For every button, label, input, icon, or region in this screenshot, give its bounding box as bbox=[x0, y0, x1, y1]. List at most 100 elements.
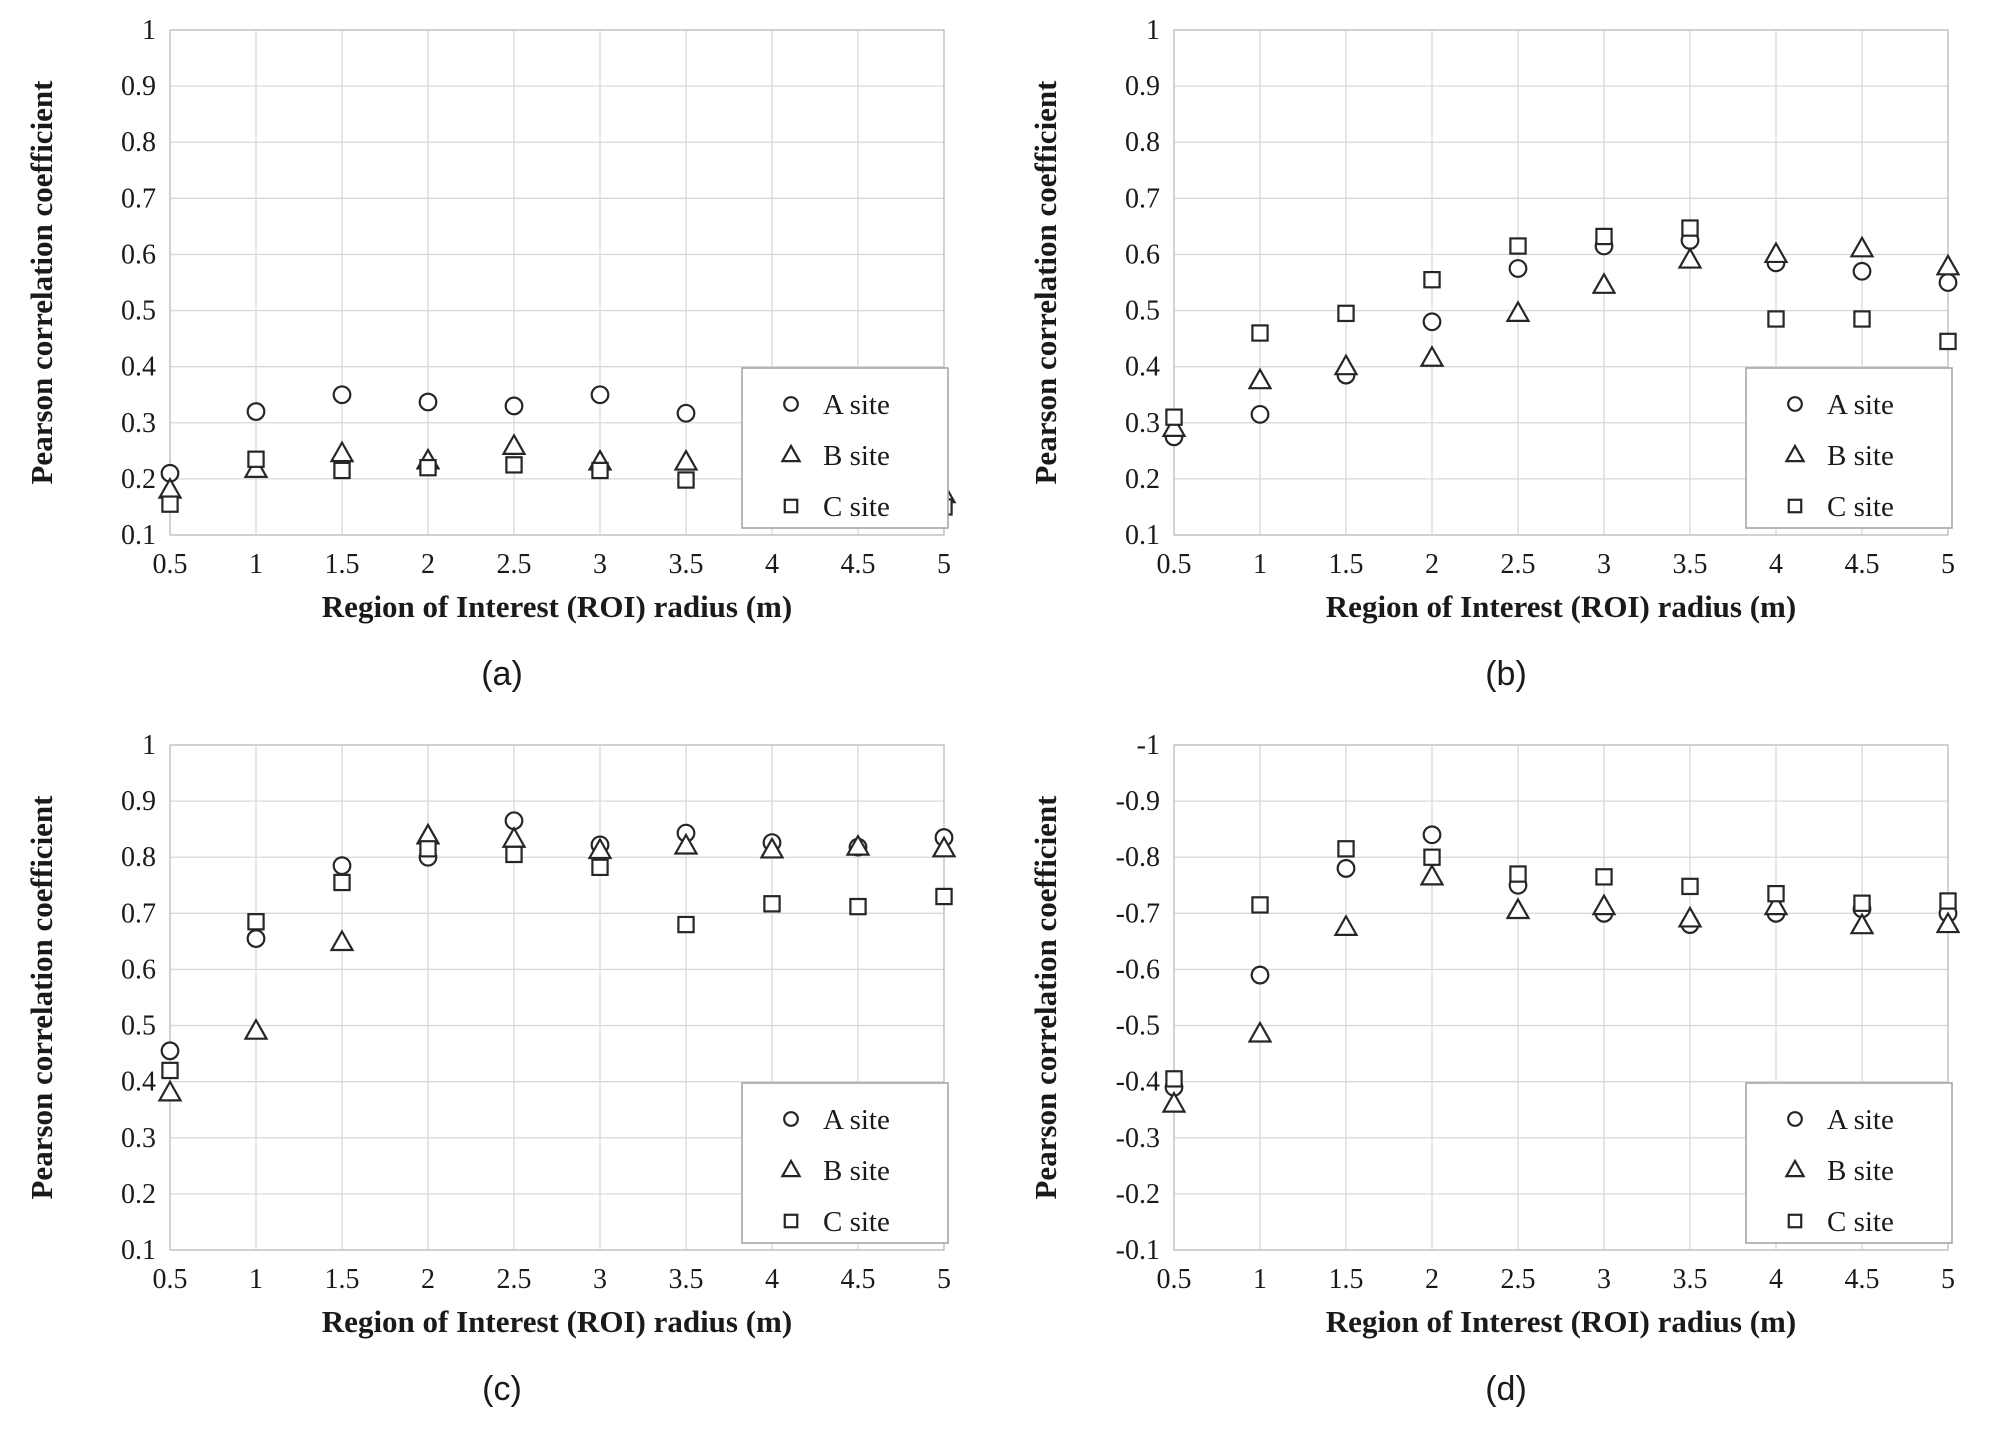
data-point-c-site bbox=[677, 915, 695, 934]
legend-square-icon bbox=[783, 1213, 799, 1229]
legend-square-icon bbox=[1787, 498, 1803, 514]
plot-border bbox=[169, 29, 945, 536]
x-tick-label: 4.5 bbox=[1845, 1264, 1880, 1295]
legend-circle-icon bbox=[783, 396, 799, 412]
data-point-b-site bbox=[157, 1079, 183, 1102]
data-point-c-site bbox=[247, 450, 265, 468]
data-point-a-site bbox=[504, 396, 524, 416]
x-tick-label: 4 bbox=[1769, 1264, 1783, 1295]
x-tick-label: 1 bbox=[1253, 1264, 1267, 1295]
x-tick-label: 2 bbox=[1425, 1264, 1439, 1295]
data-point-c-site bbox=[505, 845, 523, 864]
data-point-b-site bbox=[1247, 367, 1273, 390]
legend-box bbox=[1745, 367, 1953, 529]
data-point-a-site bbox=[1422, 825, 1442, 845]
y-tick-label: 0.7 bbox=[121, 898, 156, 929]
y-tick-label: 0.8 bbox=[121, 127, 156, 158]
x-tick-label: 2 bbox=[1425, 549, 1439, 580]
x-tick-label: 3.5 bbox=[1673, 1264, 1708, 1295]
data-point-c-site bbox=[1595, 868, 1613, 886]
x-axis-title: Region of Interest (ROI) radius (m) bbox=[1326, 1304, 1796, 1339]
data-point-c-site bbox=[1337, 304, 1355, 323]
data-point-b-site bbox=[1419, 863, 1445, 886]
y-tick-label: 1 bbox=[142, 15, 156, 46]
y-tick-label: 1 bbox=[142, 730, 156, 761]
data-point-a-site bbox=[676, 403, 696, 423]
data-point-b-site bbox=[673, 832, 699, 855]
data-point-c-site bbox=[763, 895, 781, 913]
y-tick-label: 0.8 bbox=[121, 842, 156, 873]
legend-circle-icon bbox=[1787, 396, 1803, 412]
x-tick-label: 4 bbox=[1769, 549, 1783, 580]
data-point-c-site bbox=[1165, 408, 1183, 426]
x-tick-label: 5 bbox=[937, 1264, 951, 1295]
y-tick-label: 0.3 bbox=[121, 408, 156, 439]
data-point-c-site bbox=[849, 897, 867, 916]
y-tick-label: -0.9 bbox=[1116, 786, 1160, 817]
x-tick-label: 2.5 bbox=[1501, 1264, 1536, 1295]
x-axis-title: Region of Interest (ROI) radius (m) bbox=[322, 589, 792, 624]
x-tick-label: 4 bbox=[765, 1264, 779, 1295]
data-point-a-site bbox=[1508, 259, 1528, 278]
x-tick-label: 4.5 bbox=[1845, 549, 1880, 580]
x-tick-label: 2.5 bbox=[497, 549, 532, 580]
y-tick-label: -0.1 bbox=[1116, 1235, 1160, 1266]
data-point-b-site bbox=[1935, 253, 1961, 276]
data-point-b-site bbox=[501, 433, 527, 455]
data-point-c-site bbox=[1939, 332, 1957, 351]
data-point-a-site bbox=[1336, 859, 1356, 878]
legend-label: C site bbox=[1827, 1206, 1894, 1238]
legend-triangle-icon bbox=[1784, 443, 1806, 463]
y-tick-label: -0.4 bbox=[1116, 1067, 1160, 1098]
x-tick-label: 5 bbox=[1941, 549, 1955, 580]
y-tick-label: 0.3 bbox=[1125, 408, 1160, 439]
data-point-a-site bbox=[1422, 312, 1442, 332]
data-point-c-site bbox=[1853, 310, 1871, 328]
x-tick-label: 2.5 bbox=[497, 1264, 532, 1295]
data-point-b-site bbox=[329, 929, 355, 952]
data-point-c-site bbox=[1767, 884, 1785, 903]
panel-c-chart: 10.90.80.70.60.50.40.30.20.10.5 1 1.5 2 2.5 3… bbox=[24, 730, 957, 1339]
data-point-b-site bbox=[1333, 353, 1359, 376]
data-point-b-site bbox=[1763, 241, 1789, 264]
legend-label: B site bbox=[823, 440, 890, 472]
y-tick-label: 0.5 bbox=[1125, 296, 1160, 327]
legend-label: B site bbox=[1827, 440, 1894, 472]
y-tick-label: 0.4 bbox=[121, 1067, 156, 1098]
x-tick-label: 0.5 bbox=[1157, 1264, 1192, 1295]
x-tick-label: 3 bbox=[1597, 549, 1611, 580]
data-point-c-site bbox=[1423, 848, 1441, 866]
y-tick-label: 0.3 bbox=[121, 1123, 156, 1154]
plot-border bbox=[1173, 744, 1949, 1251]
legend-label: C site bbox=[823, 1206, 890, 1238]
data-point-c-site bbox=[1337, 840, 1355, 858]
y-axis-title: Pearson correlation coefficient bbox=[24, 80, 59, 485]
data-point-c-site bbox=[1165, 1070, 1183, 1088]
x-tick-label: 2 bbox=[421, 1264, 435, 1295]
legend-label: C site bbox=[1827, 491, 1894, 523]
x-tick-label: 3.5 bbox=[1673, 549, 1708, 580]
data-point-b-site bbox=[759, 836, 785, 859]
data-point-b-site bbox=[1677, 905, 1703, 928]
y-tick-label: 0.5 bbox=[121, 296, 156, 327]
data-point-c-site bbox=[161, 1061, 179, 1080]
y-tick-label: -0.8 bbox=[1116, 842, 1160, 873]
y-tick-label: 0.6 bbox=[1125, 239, 1160, 270]
data-point-a-site bbox=[418, 392, 438, 412]
x-tick-label: 2.5 bbox=[1501, 549, 1536, 580]
data-point-b-site bbox=[1849, 235, 1875, 258]
legend-circle-icon bbox=[1787, 1111, 1803, 1127]
x-tick-label: 5 bbox=[937, 549, 951, 580]
x-tick-label: 1 bbox=[249, 549, 263, 580]
x-tick-label: 3.5 bbox=[669, 1264, 704, 1295]
x-tick-label: 3 bbox=[593, 1264, 607, 1295]
legend-triangle-icon bbox=[780, 1158, 802, 1178]
data-point-b-site bbox=[1677, 246, 1703, 269]
data-point-a-site bbox=[160, 1041, 180, 1061]
data-point-c-site bbox=[333, 461, 351, 480]
data-point-b-site bbox=[931, 835, 957, 858]
data-point-b-site bbox=[243, 1017, 269, 1040]
data-point-c-site bbox=[677, 471, 695, 489]
panel-a-chart: 10.90.80.70.60.50.40.30.20.10.5 1 1.5 2 2.5 3… bbox=[24, 15, 957, 624]
x-tick-label: 1.5 bbox=[325, 1264, 360, 1295]
